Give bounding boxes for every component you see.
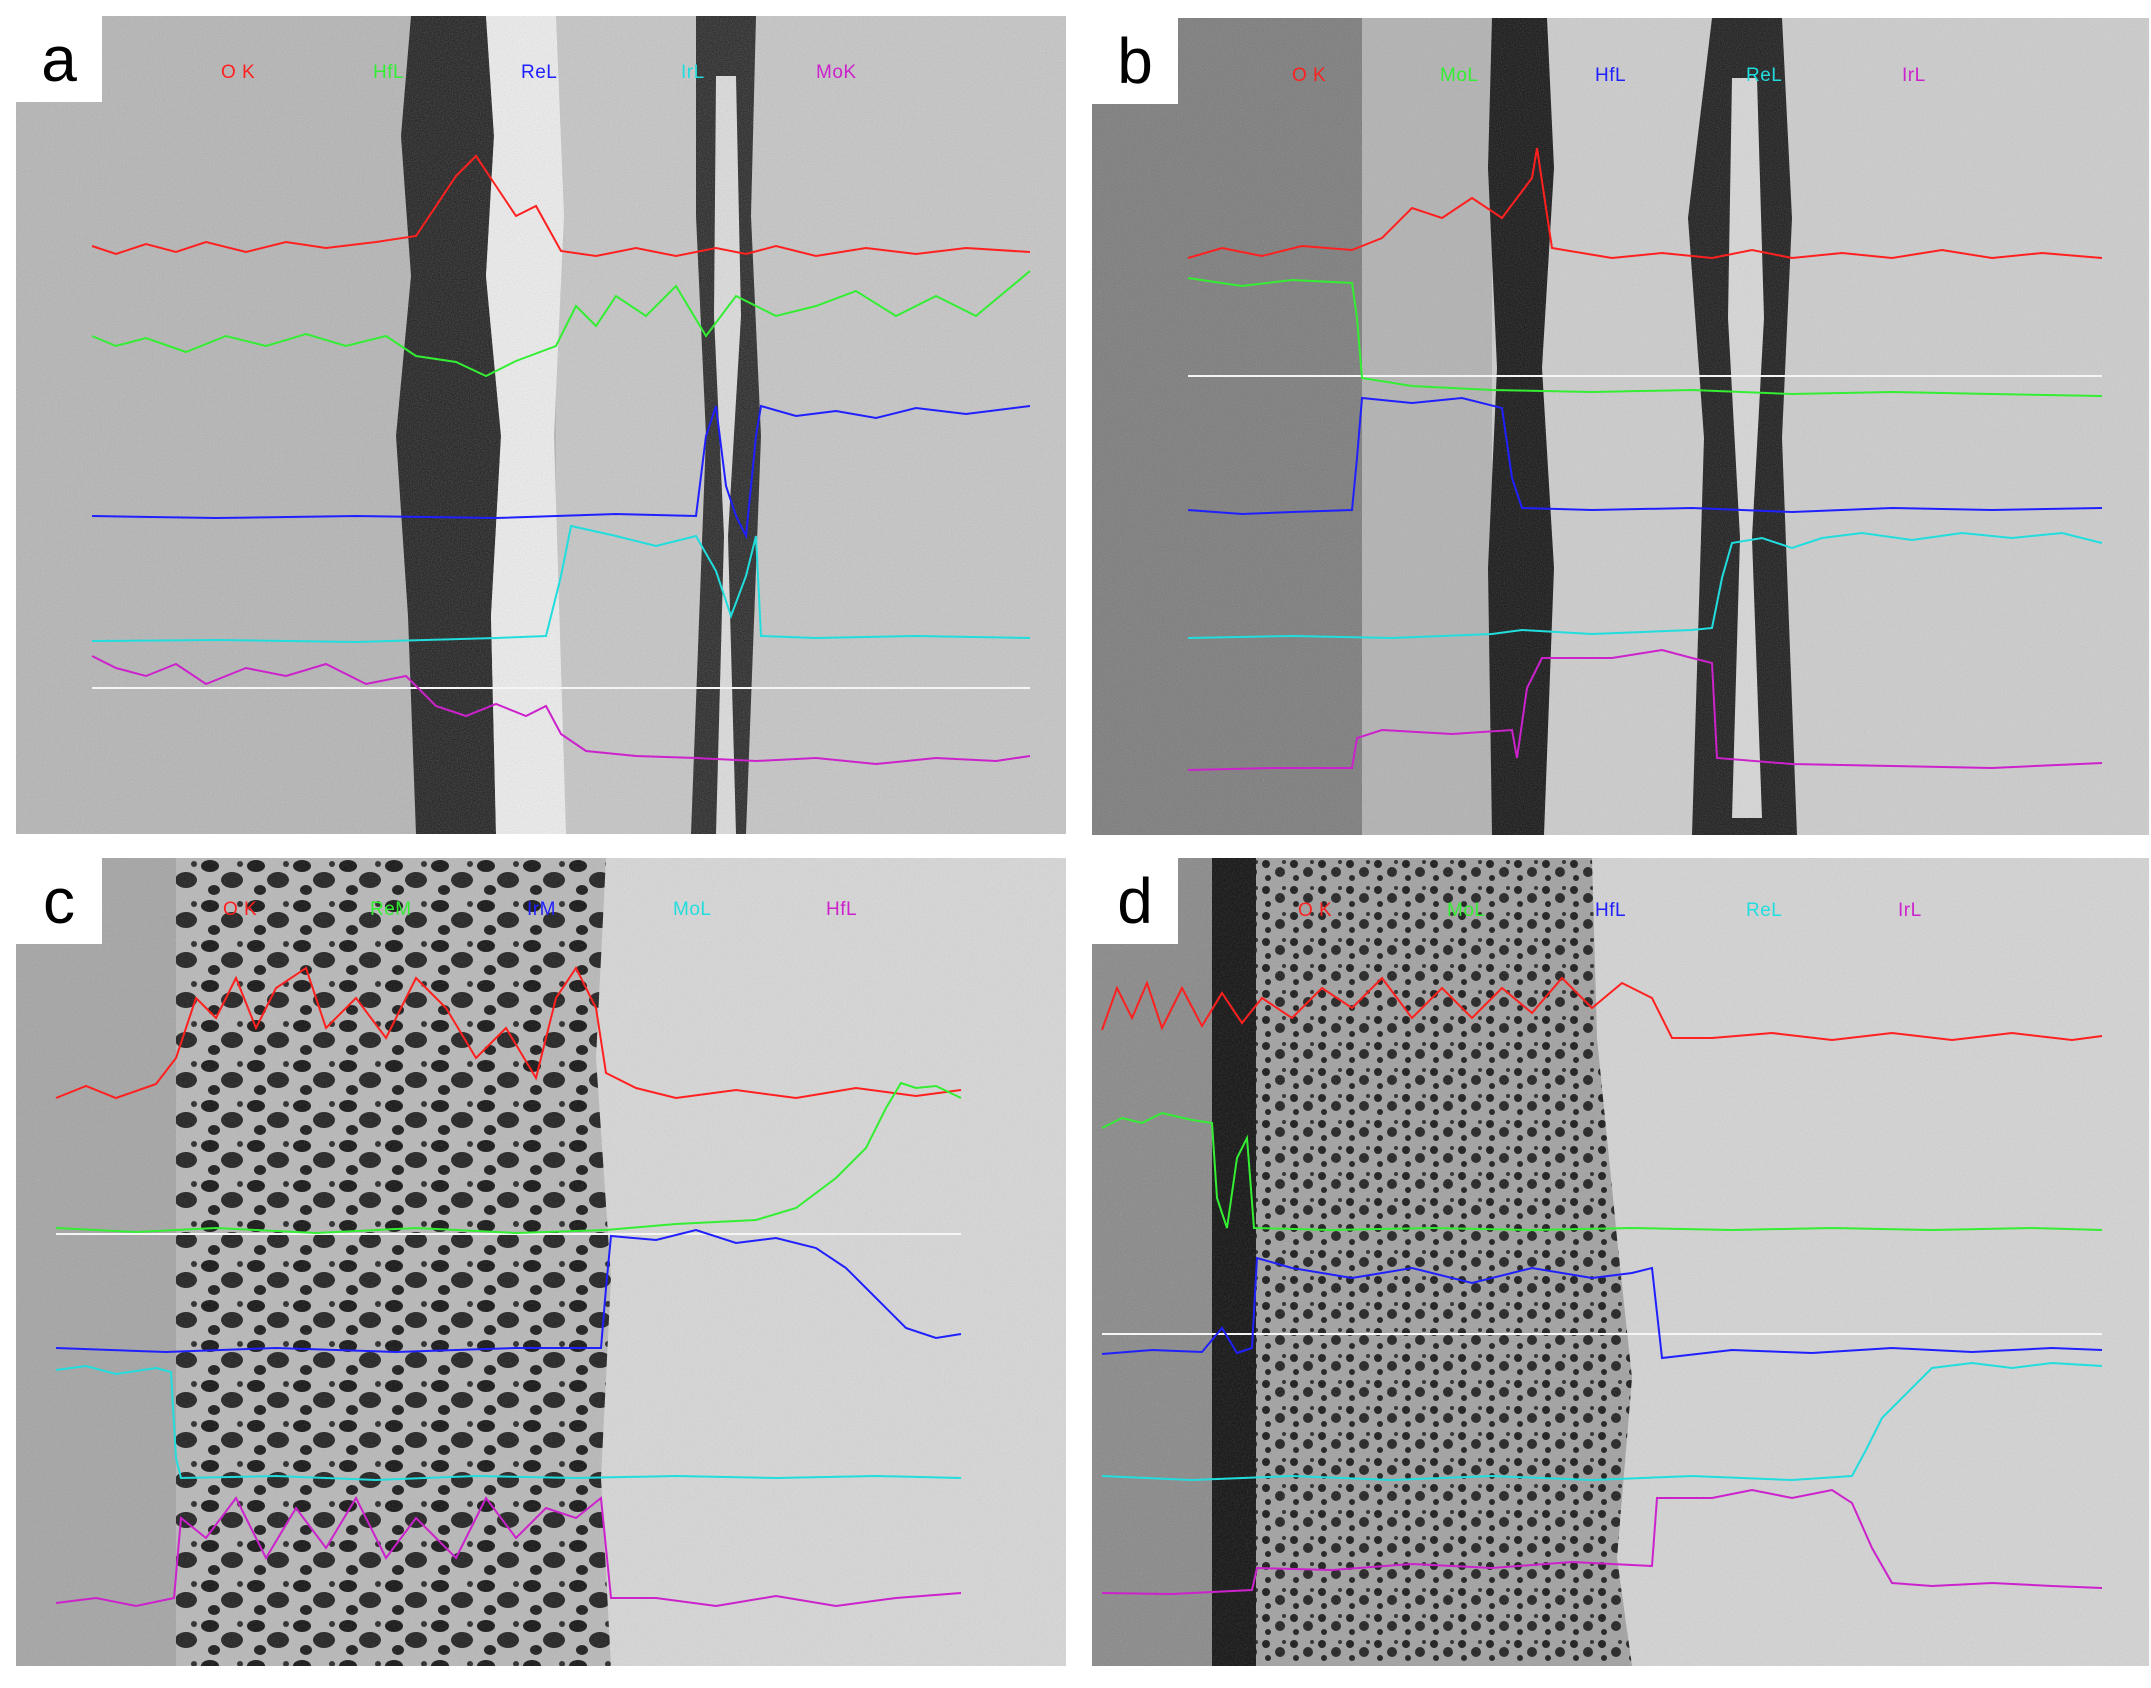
element-label-5: IrL: [1902, 65, 1926, 86]
linescan-Re: [1101, 1361, 2103, 1482]
linescan-Ir: [1187, 531, 2103, 640]
linescan-Hf: [1101, 1256, 2103, 1360]
element-label-2: ReM: [370, 899, 412, 920]
linescan-Re: [55, 1081, 962, 1235]
grain-texture: [16, 858, 1066, 1666]
panel-letter: a: [16, 16, 102, 102]
panel-b: b O K MoL HfL ReL IrL: [1092, 18, 2149, 835]
panel-letter: c: [16, 858, 102, 944]
micrograph-c: [16, 858, 1066, 1666]
element-label-5: IrL: [1898, 900, 1922, 921]
linescan-Hf: [91, 270, 1031, 378]
element-label-2: MoL: [1440, 65, 1479, 86]
grain-texture: [1092, 858, 2149, 1666]
linescan-Hf: [55, 1495, 962, 1608]
element-label-2: HfL: [373, 62, 405, 83]
element-label-1: O K: [1292, 65, 1327, 86]
micrograph-b: [1092, 18, 2149, 835]
linescan-Hf: [1187, 396, 2103, 516]
panel-letter: d: [1092, 858, 1178, 944]
element-label-3: ReL: [521, 62, 558, 83]
linescan-Ir: [91, 524, 1031, 644]
linescan-Mo: [1187, 277, 2103, 397]
linescan-Mo: [1101, 1111, 2103, 1232]
linescan-O: [91, 154, 1031, 258]
element-label-4: MoL: [673, 899, 712, 920]
linescan-Mo: [55, 1364, 962, 1482]
linescan-O: [1187, 147, 2103, 260]
element-label-1: O K: [223, 899, 258, 920]
linescan-Mo: [91, 655, 1031, 766]
element-label-1: O K: [1298, 900, 1333, 921]
panel-c: c O K ReM IrM MoL HfL: [16, 858, 1066, 1666]
element-label-2: MoL: [1447, 900, 1486, 921]
micrograph-d: [1092, 858, 2149, 1666]
element-label-3: HfL: [1595, 900, 1627, 921]
linescan-O: [55, 966, 962, 1100]
linescan-Ir: [1101, 1488, 2103, 1596]
element-label-3: IrM: [527, 899, 556, 920]
element-label-4: ReL: [1746, 900, 1783, 921]
linescan-Re: [91, 404, 1031, 540]
element-label-3: HfL: [1595, 65, 1627, 86]
panel-a: a O K HfL ReL IrL MoK: [16, 16, 1066, 834]
grain-texture: [1092, 18, 2149, 835]
linescan-O: [1101, 976, 2103, 1042]
linescan-Ir: [55, 1228, 962, 1354]
linescan-Ir-L: [1187, 648, 2103, 771]
grain-texture: [16, 16, 1066, 834]
element-label-4: ReL: [1746, 65, 1783, 86]
element-label-5: MoK: [816, 62, 857, 83]
element-label-1: O K: [221, 62, 256, 83]
element-label-4: IrL: [681, 62, 705, 83]
panel-letter: b: [1092, 18, 1178, 104]
panel-d: d O K MoL HfL ReL IrL: [1092, 858, 2149, 1666]
element-label-5: HfL: [826, 899, 858, 920]
micrograph-a: [16, 16, 1066, 834]
